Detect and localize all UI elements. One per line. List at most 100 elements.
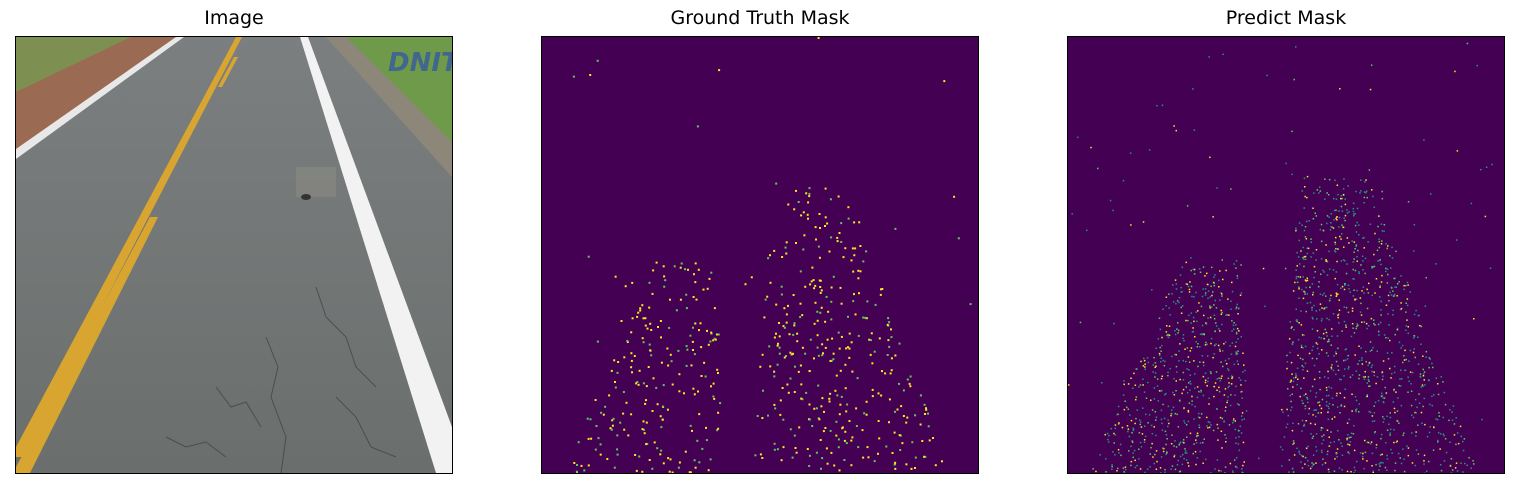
crack-pixel bbox=[902, 415, 905, 417]
predicted-pixel bbox=[1117, 405, 1120, 408]
predicted-pixel bbox=[1304, 407, 1307, 410]
predicted-pixel bbox=[1369, 341, 1372, 343]
predicted-pixel bbox=[1387, 245, 1389, 247]
predicted-pixel bbox=[1187, 356, 1190, 358]
predicted-pixel bbox=[1313, 409, 1315, 411]
predicted-pixel bbox=[1380, 395, 1383, 398]
predicted-pixel bbox=[1311, 328, 1314, 330]
crack-pixel bbox=[684, 450, 687, 453]
predicted-pixel bbox=[1431, 395, 1433, 398]
predicted-pixel bbox=[1132, 452, 1134, 454]
predicted-pixel bbox=[1131, 440, 1133, 442]
predicted-pixel bbox=[1240, 384, 1242, 386]
predicted-pixel bbox=[1437, 431, 1440, 434]
predicted-pixel bbox=[1336, 260, 1338, 263]
crack-pixel bbox=[877, 452, 879, 455]
predicted-pixel bbox=[1205, 322, 1207, 324]
predicted-pixel bbox=[1371, 266, 1373, 268]
predicted-pixel bbox=[1155, 416, 1158, 418]
predicted-pixel bbox=[1187, 420, 1190, 423]
predicted-pixel bbox=[1178, 444, 1181, 446]
predicted-pixel bbox=[1182, 359, 1184, 362]
predicted-pixel bbox=[1401, 378, 1403, 380]
predicted-pixel bbox=[1353, 466, 1356, 469]
crack-pixel bbox=[910, 467, 913, 470]
predicted-pixel bbox=[1375, 382, 1377, 385]
predicted-pixel bbox=[1235, 324, 1237, 326]
predicted-pixel bbox=[1302, 455, 1304, 458]
predicted-pixel bbox=[1379, 321, 1382, 324]
predicted-pixel bbox=[1194, 451, 1197, 453]
crack-pixel bbox=[630, 352, 633, 355]
predicted-pixel bbox=[1148, 149, 1151, 151]
predicted-pixel bbox=[1231, 320, 1233, 322]
crack-pixel bbox=[638, 455, 641, 458]
predicted-pixel bbox=[1382, 360, 1385, 362]
crack-pixel bbox=[779, 413, 782, 416]
predicted-pixel bbox=[1177, 459, 1179, 462]
predicted-pixel bbox=[1393, 388, 1395, 391]
crack-pixel bbox=[776, 448, 779, 451]
predicted-pixel bbox=[1195, 439, 1197, 441]
predicted-pixel bbox=[1380, 309, 1382, 311]
predicted-pixel bbox=[1208, 403, 1210, 405]
predicted-pixel bbox=[1423, 379, 1425, 381]
crack-pixel bbox=[800, 214, 803, 217]
predicted-pixel bbox=[1379, 286, 1381, 288]
predicted-pixel bbox=[1174, 333, 1177, 336]
predicted-pixel bbox=[1337, 429, 1339, 432]
crack-pixel bbox=[816, 310, 819, 313]
crack-pixel bbox=[793, 324, 796, 327]
predicted-pixel bbox=[1373, 420, 1376, 422]
predicted-pixel bbox=[1188, 288, 1191, 291]
crack-pixel bbox=[805, 192, 808, 195]
predicted-pixel bbox=[1435, 377, 1437, 379]
predicted-pixel bbox=[1298, 288, 1300, 290]
predicted-pixel bbox=[1174, 330, 1176, 332]
predicted-pixel bbox=[1330, 294, 1332, 297]
predicted-pixel bbox=[1236, 303, 1238, 306]
predicted-pixel bbox=[1320, 320, 1323, 322]
predicted-pixel bbox=[1405, 358, 1407, 361]
predicted-pixel bbox=[1297, 256, 1300, 258]
predicted-pixel bbox=[1375, 444, 1378, 446]
predicted-pixel bbox=[1360, 314, 1363, 316]
crack-pixel bbox=[788, 333, 791, 336]
predicted-pixel bbox=[1170, 409, 1173, 411]
predicted-pixel bbox=[1182, 388, 1185, 391]
crack-pixel bbox=[847, 315, 849, 318]
predicted-pixel bbox=[1173, 445, 1175, 447]
predicted-pixel bbox=[1326, 306, 1328, 309]
crack-pixel bbox=[692, 296, 695, 298]
predicted-pixel bbox=[1344, 368, 1346, 370]
predicted-pixel bbox=[1377, 225, 1379, 228]
predicted-pixel bbox=[1142, 221, 1145, 223]
predicted-pixel bbox=[1373, 374, 1375, 377]
crack-pixel bbox=[637, 311, 640, 314]
predicted-pixel bbox=[1352, 261, 1355, 263]
predicted-pixel bbox=[1442, 433, 1445, 435]
predicted-pixel bbox=[1217, 427, 1219, 429]
predicted-pixel bbox=[1215, 325, 1218, 327]
crack-pixel bbox=[862, 316, 865, 319]
predicted-pixel bbox=[1292, 443, 1294, 446]
predicted-pixel bbox=[1348, 211, 1350, 213]
predicted-pixel bbox=[1222, 365, 1224, 368]
predicted-pixel bbox=[1241, 397, 1243, 399]
predicted-pixel bbox=[1378, 463, 1380, 465]
yellow-line-2 bbox=[16, 217, 158, 473]
predicted-pixel bbox=[1148, 414, 1151, 416]
crack-pixel bbox=[798, 426, 801, 429]
crack-pixel bbox=[768, 345, 771, 348]
predicted-pixel bbox=[1144, 425, 1146, 427]
crack-pixel bbox=[692, 349, 694, 351]
predicted-pixel bbox=[1460, 435, 1462, 438]
predicted-pixel bbox=[1167, 419, 1169, 421]
crack-pixel bbox=[689, 471, 692, 473]
predicted-pixel bbox=[1210, 372, 1212, 375]
crack-pixel bbox=[865, 413, 868, 416]
predicted-pixel bbox=[1173, 455, 1175, 458]
predicted-pixel bbox=[1403, 284, 1405, 287]
predicted-pixel bbox=[1209, 307, 1211, 309]
predicted-pixel bbox=[1233, 263, 1235, 265]
